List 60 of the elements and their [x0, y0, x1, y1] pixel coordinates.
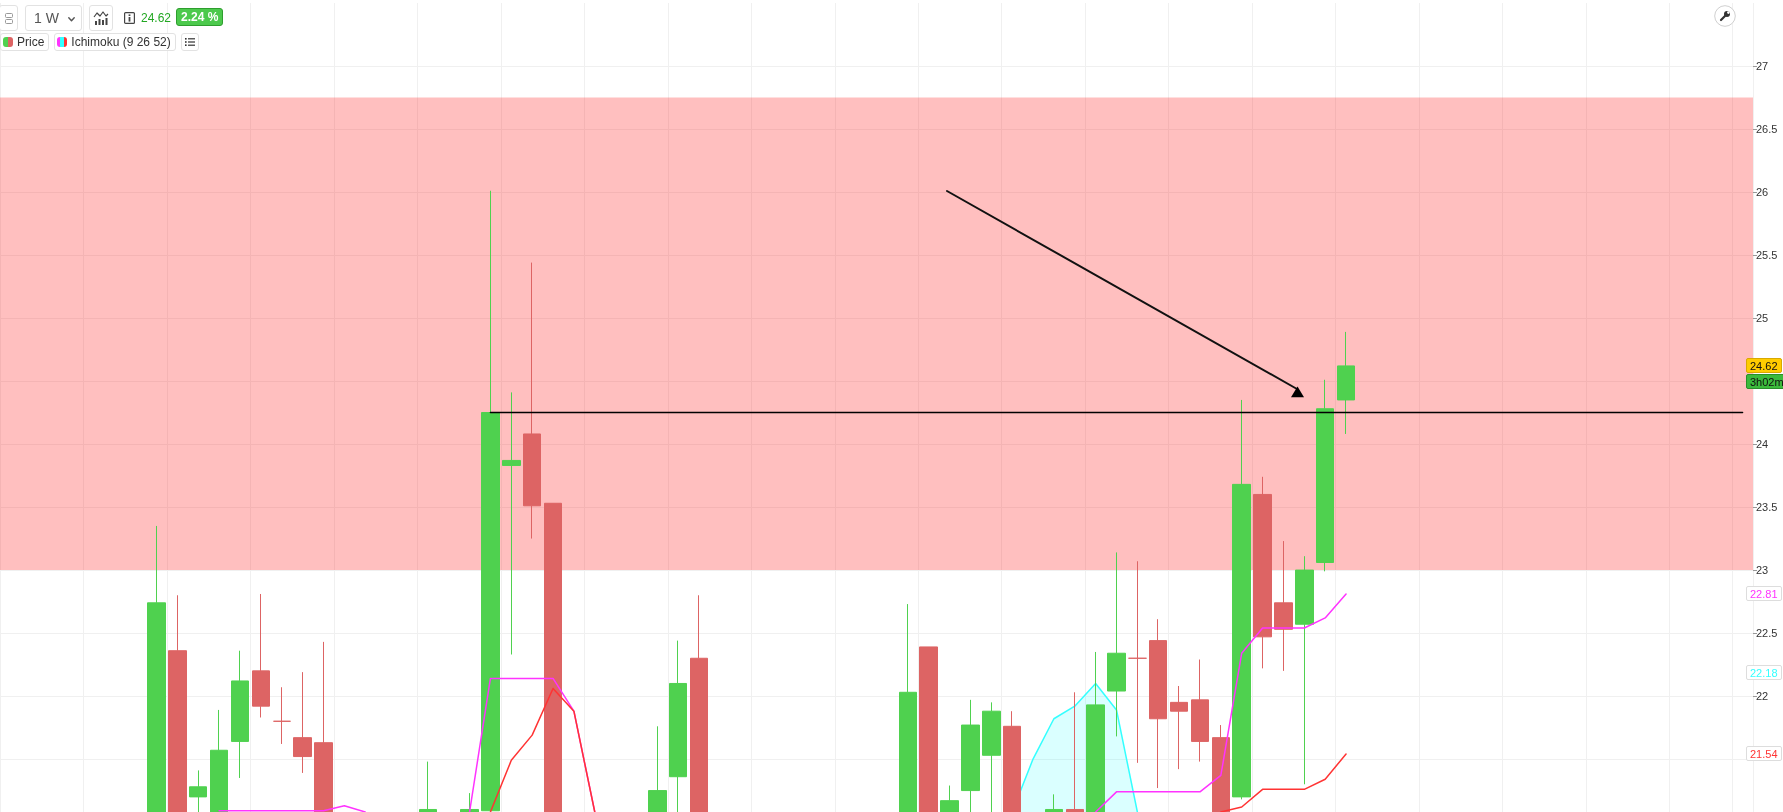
candlestick — [1086, 651, 1105, 812]
candlestick — [982, 701, 1001, 812]
annotation: 22.81 — [1746, 585, 1782, 601]
candlestick — [1066, 691, 1084, 812]
candlestick — [147, 525, 166, 812]
candlestick — [1337, 331, 1355, 435]
candlestick — [168, 594, 187, 812]
y-tick-label: 22.5 — [1756, 627, 1778, 640]
y-tick-label: 23.5 — [1756, 501, 1778, 514]
candlestick — [1316, 379, 1334, 572]
candlestick — [1295, 555, 1314, 785]
candlestick — [1253, 476, 1272, 669]
candlestick — [210, 709, 228, 812]
candlestick — [1170, 685, 1188, 770]
y-tick-label: 25.5 — [1756, 249, 1778, 262]
candlestick — [1107, 551, 1126, 737]
y-tick-label: 26 — [1756, 186, 1769, 199]
y-tick-label: 24 — [1756, 438, 1769, 451]
annotation: 3h02m — [1746, 373, 1783, 389]
candlestick — [544, 502, 562, 812]
candlestick — [460, 792, 479, 812]
y-tick-label: 25 — [1756, 312, 1769, 325]
candlestick — [1045, 793, 1063, 812]
candlestick — [252, 593, 270, 718]
annotation: 21.54 — [1746, 746, 1782, 762]
candlestick — [1232, 399, 1251, 800]
candlestick — [690, 594, 708, 812]
candlestick — [1128, 560, 1147, 764]
y-tick-label: 26.5 — [1756, 123, 1778, 136]
annotation: 22.18 — [1746, 665, 1782, 681]
candlestick — [523, 262, 541, 540]
candlestick — [481, 190, 500, 812]
candlestick — [273, 686, 291, 745]
legend-label: Price — [17, 35, 45, 49]
candlestick — [1274, 540, 1293, 672]
candlestick — [919, 646, 938, 812]
y-tick-label: 22 — [1756, 690, 1769, 703]
candlestick — [314, 641, 333, 812]
candlestick — [961, 699, 980, 812]
annotation: 1 W — [34, 10, 59, 26]
candlestick — [940, 785, 959, 812]
candlestick — [189, 769, 207, 812]
annotation: 2.24 % — [176, 8, 224, 26]
candlestick — [648, 725, 667, 812]
y-tick-label: 27 — [1756, 60, 1769, 73]
candlestick — [1212, 724, 1230, 812]
annotation: 24.62 — [141, 11, 172, 25]
y-tick-label: 23 — [1756, 564, 1769, 577]
candlestick — [502, 391, 521, 655]
annotation: 24.62 — [1746, 357, 1782, 373]
candlestick — [669, 640, 687, 812]
candlestick — [293, 671, 312, 774]
candlestick — [231, 650, 249, 779]
candlestick — [1003, 710, 1021, 812]
legend-label: Ichimoku (9 26 52) — [71, 35, 171, 49]
candlestick — [899, 603, 917, 812]
timeframe-dropdown: 1 W — [25, 5, 82, 31]
candlestick — [1149, 618, 1167, 789]
candlestick — [1191, 659, 1209, 763]
candlestick — [419, 761, 437, 812]
